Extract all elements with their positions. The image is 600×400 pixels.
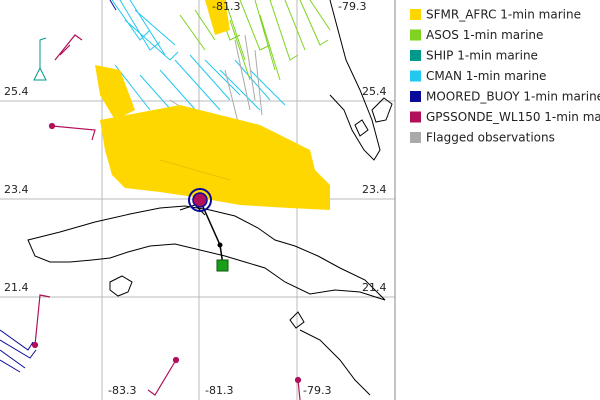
- legend-label: SHIP 1-min marine: [426, 49, 538, 63]
- grid-labels: -81.3 -79.3 -83.3 -81.3 -79.3 25.4 23.4 …: [4, 0, 387, 397]
- ship-marker: [33, 37, 47, 81]
- legend-swatch: [410, 29, 421, 41]
- legend-swatch: [410, 9, 421, 20]
- lat-label: 23.4: [362, 183, 387, 196]
- legend-label: MOORED_BUOY 1-min marine: [426, 90, 600, 104]
- legend-swatch: [410, 50, 421, 61]
- legend-label: GPSSONDE_WL150 1-min mar: [426, 110, 600, 124]
- legend-swatch: [410, 91, 421, 102]
- lat-label: 25.4: [4, 85, 29, 98]
- legend-swatch: [410, 70, 421, 82]
- map-area: -81.3 -79.3 -83.3 -81.3 -79.3 25.4 23.4 …: [0, 0, 396, 400]
- lon-label: -83.3: [108, 384, 136, 397]
- legend-label: SFMR_AFRC 1-min marine: [426, 8, 581, 22]
- flagged-barbs: [169, 34, 263, 141]
- legend: SFMR_AFRC 1-min marine ASOS 1-min marine S…: [410, 8, 600, 145]
- lon-label: -79.3: [303, 384, 331, 397]
- lat-label: 25.4: [362, 85, 387, 98]
- lon-label: -81.3: [205, 384, 233, 397]
- gpssonde-barbs: [31, 34, 302, 400]
- sfmr-barbs: [95, 0, 330, 210]
- legend-label: ASOS 1-min marine: [426, 28, 543, 42]
- moored-buoy-barbs: [0, 0, 117, 373]
- lon-label: -79.3: [338, 0, 366, 13]
- asos-barbs: [179, 0, 331, 81]
- lat-label: 21.4: [362, 281, 387, 294]
- legend-swatch: [410, 111, 421, 123]
- lat-label: 23.4: [4, 183, 29, 196]
- storm-track: [188, 188, 229, 272]
- legend-swatch: [410, 132, 421, 143]
- legend-label: Flagged observations: [426, 131, 555, 145]
- legend-label: CMAN 1-min marine: [426, 69, 546, 83]
- lon-label: -81.3: [212, 0, 240, 13]
- lat-label: 21.4: [4, 281, 29, 294]
